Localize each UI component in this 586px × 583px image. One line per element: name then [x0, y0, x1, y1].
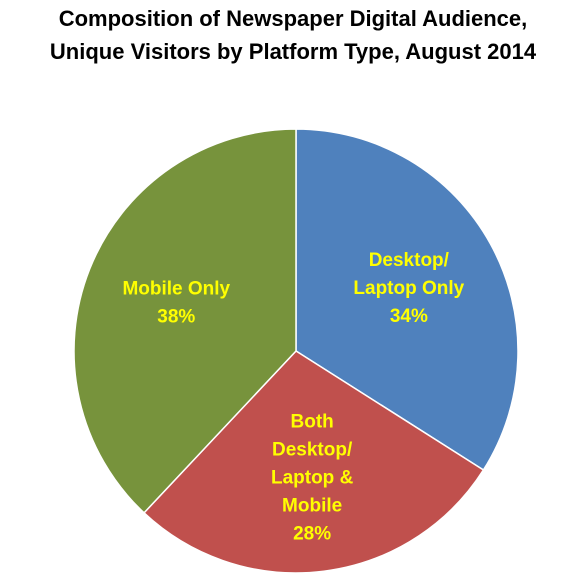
pie-slice-label-line-1-2: Laptop Only — [353, 278, 464, 299]
pie-slice-label-line-2-1: Both — [291, 412, 334, 433]
pie-slice-label-line-2-2: Desktop/ — [272, 440, 353, 461]
pie-slice-label-line-1-1: Desktop/ — [369, 250, 450, 271]
pie-slice-1 — [295, 128, 519, 471]
pie-slice-value-3: 38% — [157, 307, 195, 328]
pie-slice-label-line-3-1: Mobile Only — [122, 279, 230, 300]
pie-slice-3 — [73, 128, 297, 514]
chart-title-line-2: Unique Visitors by Platform Type, August… — [49, 39, 537, 64]
pie-slice-label-1: Desktop/Laptop Only 34% — [353, 250, 464, 327]
pie-slice-label-2: Both Desktop/Laptop & Mobile 28% — [271, 412, 354, 545]
chart-title: Composition of Newspaper Digital Audienc… — [0, 2, 586, 68]
pie-slice-label-line-2-3: Laptop & — [271, 468, 354, 489]
pie-slice-value-1: 34% — [390, 306, 428, 327]
pie-slice-label-3: Mobile Only 38% — [122, 279, 230, 328]
pie-slice-value-2: 28% — [293, 524, 331, 545]
chart-title-line-1: Composition of Newspaper Digital Audienc… — [58, 6, 528, 31]
pie-slice-2 — [142, 350, 485, 574]
pie-slice-label-line-2-4: Mobile — [282, 496, 342, 517]
